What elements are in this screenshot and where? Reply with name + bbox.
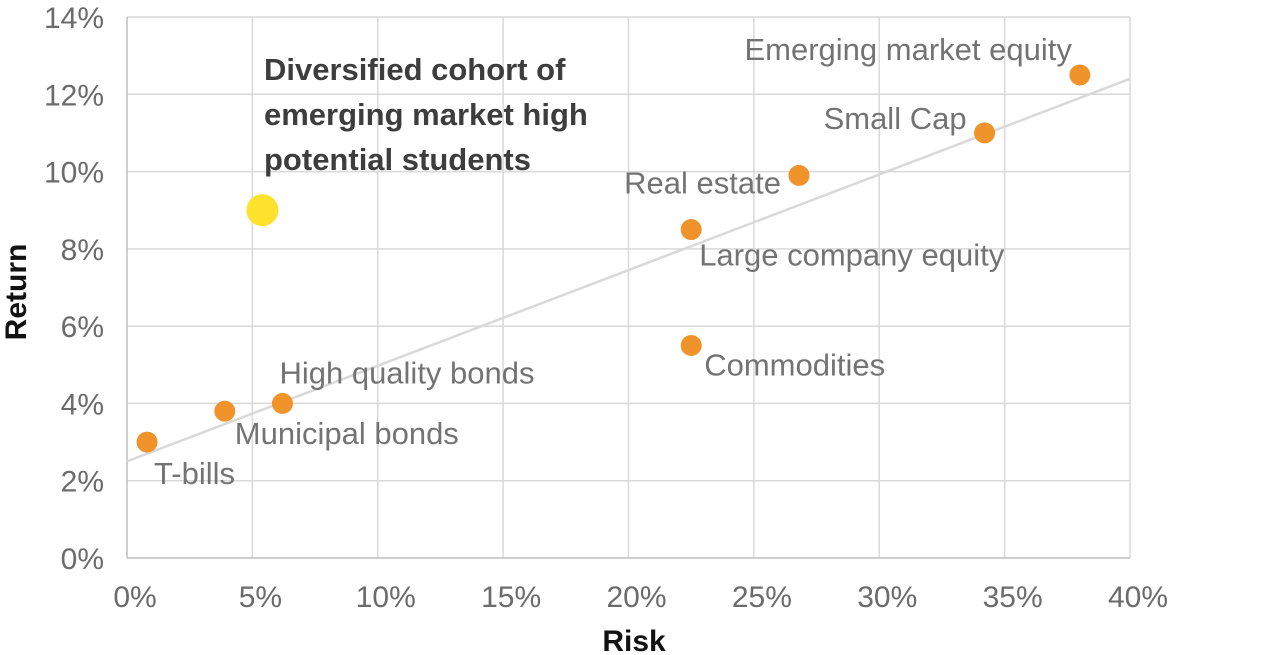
annotation-line-3: potential students (264, 142, 531, 177)
data-point (680, 334, 702, 356)
x-tick-label: 40% (1108, 581, 1168, 614)
x-tick-label: 30% (857, 581, 917, 614)
point-label: Large company equity (699, 238, 1005, 273)
data-point (974, 122, 996, 144)
annotation-line-2: emerging market high (264, 97, 588, 132)
y-tick-label: 12% (44, 79, 104, 112)
x-axis-title: Risk (602, 625, 666, 655)
y-tick-label: 2% (61, 466, 104, 499)
x-tick-label: 35% (983, 581, 1043, 614)
x-tick-label: 25% (732, 581, 792, 614)
data-point (788, 164, 810, 186)
annotation-text: Diversified cohort of emerging market hi… (264, 52, 596, 177)
data-points (136, 64, 1091, 453)
data-point (1069, 64, 1091, 86)
y-tick-label: 14% (44, 2, 104, 35)
y-tick-label: 6% (61, 311, 104, 344)
y-tick-label: 8% (61, 234, 104, 267)
x-tick-label: 5% (239, 581, 282, 614)
x-tick-label: 0% (113, 581, 156, 614)
point-label: Emerging market equity (744, 32, 1072, 67)
point-label: Municipal bonds (235, 416, 459, 451)
highlight-point (246, 194, 279, 227)
data-point (136, 431, 158, 453)
y-axis-title: Return (0, 244, 33, 341)
trendline-group (126, 77, 1131, 463)
annotation-line-1: Diversified cohort of (264, 52, 566, 87)
point-label: Real estate (624, 165, 781, 200)
y-tick-label: 0% (61, 543, 104, 576)
x-tick-label: 10% (356, 581, 416, 614)
trendline (126, 77, 1131, 463)
point-label: High quality bonds (279, 355, 534, 390)
x-tick-label: 15% (481, 581, 541, 614)
y-tick-label: 4% (61, 388, 104, 421)
y-tick-label: 10% (44, 157, 104, 190)
point-label: Commodities (704, 347, 885, 382)
x-tick-label: 20% (606, 581, 666, 614)
point-label: Small Cap (824, 101, 967, 136)
tick-labels: 0% 5% 10% 15% 20% 25% 30% 35% 40% 0% 2% 4% 6% 8% 10% 12… (44, 2, 1168, 614)
data-point (271, 392, 293, 414)
data-point (214, 400, 236, 422)
grid-lines (127, 16, 1131, 558)
point-label: T-bills (154, 456, 235, 491)
axes (126, 17, 1130, 559)
data-point (680, 219, 702, 241)
